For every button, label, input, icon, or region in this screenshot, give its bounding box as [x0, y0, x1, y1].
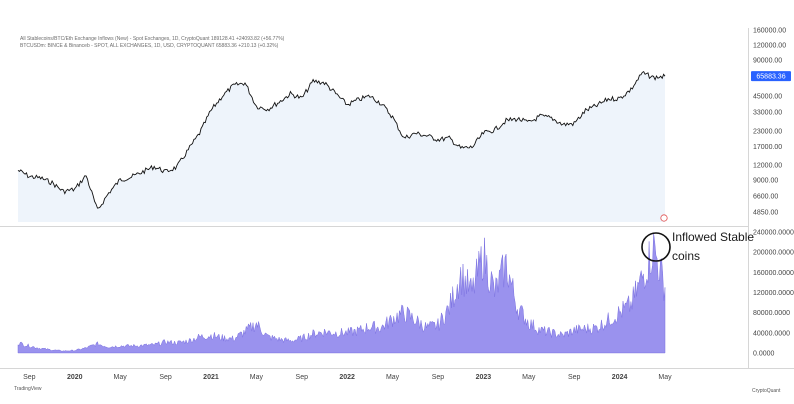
inflow-axis: 240000.0000 200000.0000 160000.0000 120000.…: [753, 230, 794, 358]
x-tick-label: 2021: [203, 374, 219, 381]
annotation-circle: [641, 232, 671, 262]
price-tick-label: 6600.00: [753, 193, 778, 200]
inflow-pane: [17, 232, 666, 354]
tradingview-logo: TradingView: [14, 386, 42, 392]
price-tick-label: 90000.00: [753, 57, 782, 64]
current-price-badge: [751, 71, 791, 82]
inflow-tick-label: 120000.0000: [753, 290, 794, 297]
price-tick-label: 9000.00: [753, 177, 778, 184]
x-tick-label: 2020: [67, 374, 83, 381]
x-tick-label: Sep: [432, 374, 445, 381]
x-tick-label: 2023: [476, 374, 492, 381]
chart-header-line-2: BTCUSDm: BINCE & Binanceb - SPOT, ALL EX…: [20, 43, 279, 49]
x-tick-label: 2022: [339, 374, 355, 381]
current-price-label: 65883.36: [756, 74, 785, 81]
price-tick-label: 17000.00: [753, 144, 782, 151]
price-tick-label: 45000.00: [753, 94, 782, 101]
annotation-line-1: Inflowed Stable: [672, 230, 755, 244]
inflow-tick-label: 40000.0000: [753, 330, 790, 337]
price-pane: [17, 70, 668, 222]
x-tick-label: Sep: [296, 374, 309, 381]
x-axis: Sep 2020 May Sep 2021 May Sep 2022 May Sep 2023 May…: [23, 374, 672, 381]
inflow-tick-label: 0.0000: [753, 350, 775, 357]
x-tick-label: May: [114, 374, 128, 381]
x-tick-label: May: [250, 374, 264, 381]
cryptoquant-logo: CryptoQuant: [752, 388, 781, 394]
x-tick-label: Sep: [159, 374, 172, 381]
price-tick-label: 23000.00: [753, 128, 782, 135]
price-area-fill: [18, 71, 665, 222]
alert-icon: [660, 214, 668, 222]
price-tick-label: 12000.00: [753, 162, 782, 169]
highlight-circle: [641, 232, 671, 262]
x-tick-label: May: [658, 374, 672, 381]
price-axis: 160000.00 120000.00 90000.00 65883.36 45000.…: [751, 28, 791, 216]
price-line: [17, 70, 666, 209]
inflow-tick-label: 200000.0000: [753, 250, 794, 257]
x-tick-label: Sep: [568, 374, 581, 381]
inflow-tick-label: 80000.0000: [753, 310, 790, 317]
inflow-area: [17, 232, 666, 354]
x-tick-label: 2024: [612, 374, 628, 381]
x-tick-label: May: [522, 374, 536, 381]
price-tick-label: 160000.00: [753, 28, 786, 35]
x-tick-label: Sep: [23, 374, 36, 381]
price-tick-label: 33000.00: [753, 110, 782, 117]
inflow-tick-label: 240000.0000: [753, 230, 794, 237]
annotation-label: Inflowed Stable coins: [672, 228, 782, 266]
inflow-tick-label: 160000.0000: [753, 270, 794, 277]
chart-header-line-1: All Stablecoins/BTC/Eth Exchange Inflows…: [20, 36, 285, 42]
annotation-line-2: coins: [672, 249, 701, 263]
price-tick-label: 4850.00: [753, 209, 778, 216]
x-tick-label: May: [386, 374, 400, 381]
price-tick-label: 120000.00: [753, 42, 786, 49]
